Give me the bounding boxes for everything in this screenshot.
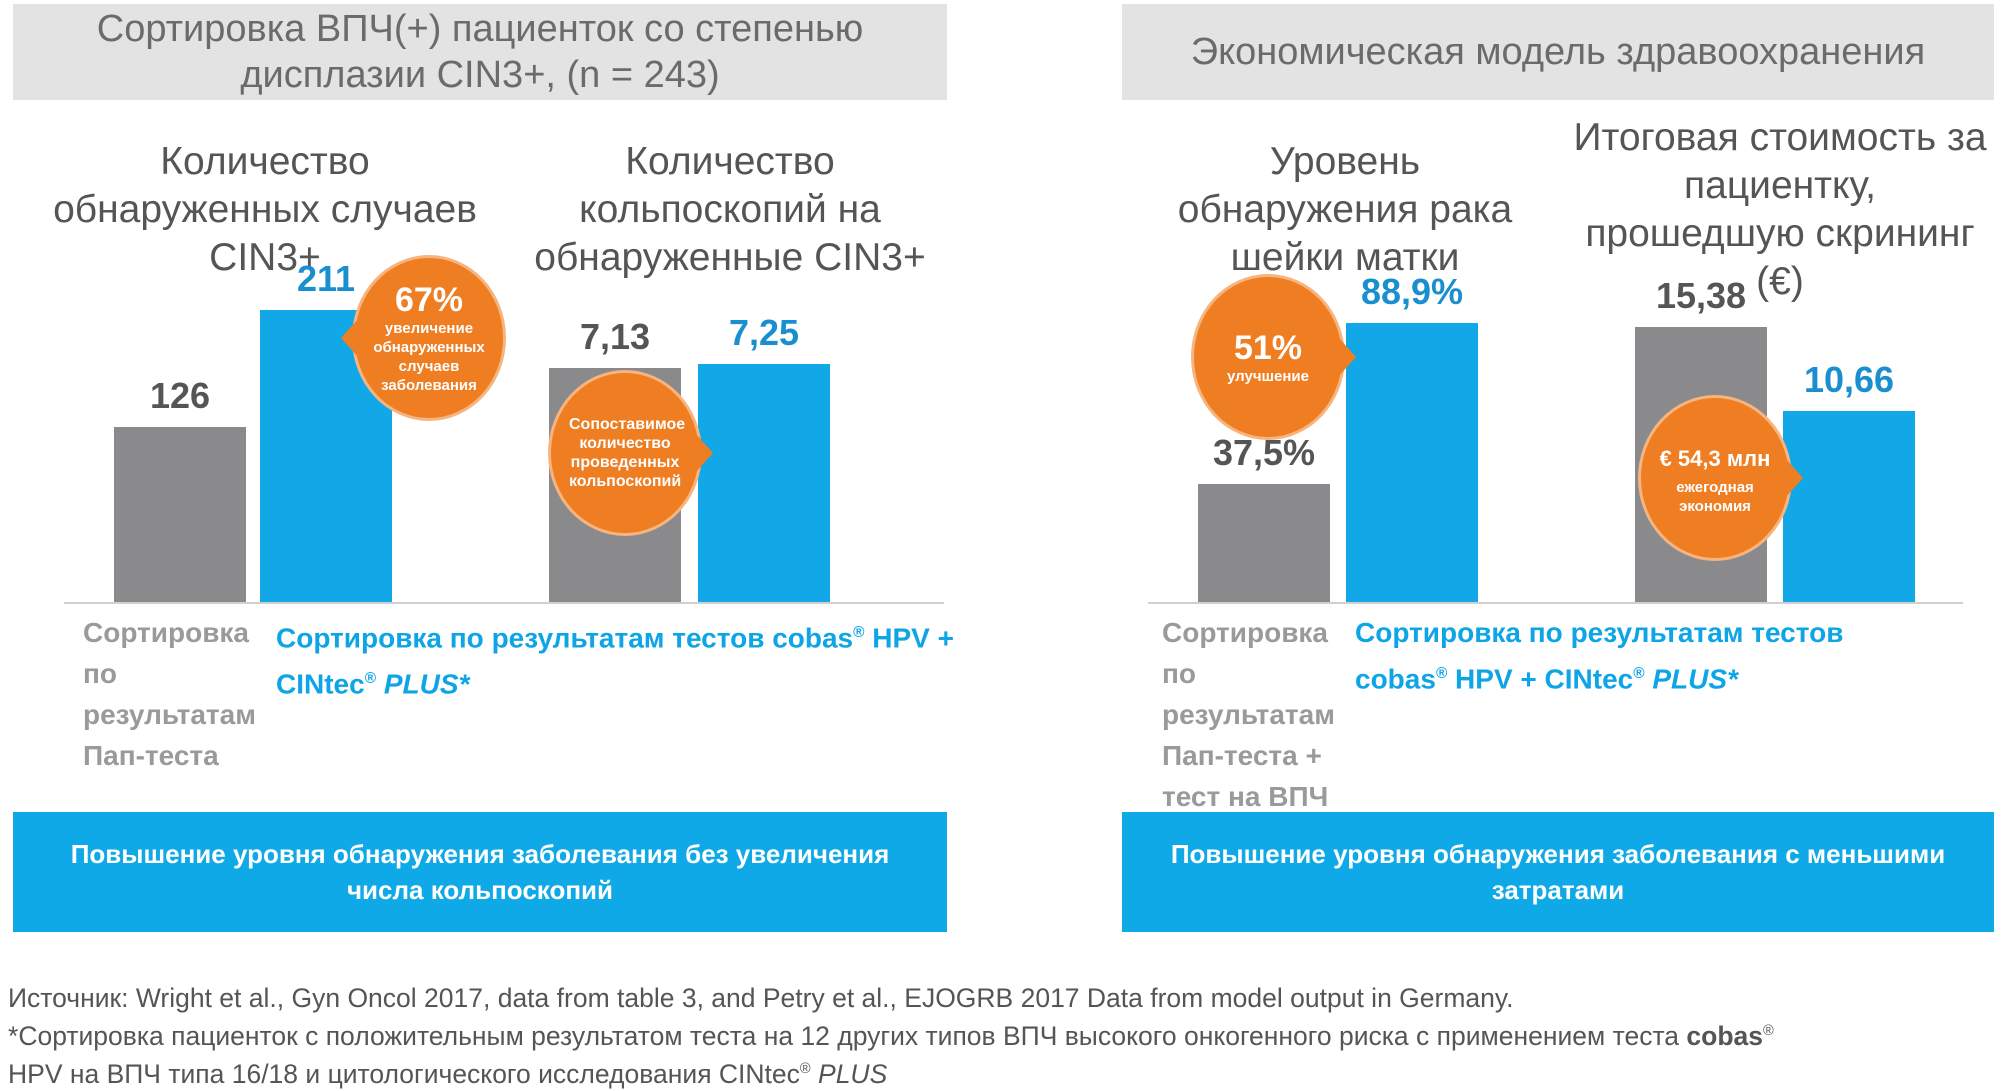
callout-text: увеличение обнаруженных случаев заболева… [373, 320, 485, 394]
pap-bar [1198, 484, 1330, 602]
callout-pointer [1785, 458, 1803, 498]
cobas-bar [1346, 323, 1478, 602]
callout-value: 67% [394, 281, 464, 319]
chart3-title: Уровень обнаружения рака шейки матки [1177, 140, 1513, 279]
right-header: Экономическая модель здравоохранения [1122, 4, 1994, 100]
label-text: HPV + CINtec [1447, 663, 1634, 695]
cobas-bar [698, 364, 830, 602]
label-text: PLUS* [1652, 663, 1738, 695]
callout-pointer [341, 318, 359, 358]
label-text: HPV + CINtec [276, 622, 954, 700]
chart1-title: Количество обнаруженных случаев CIN3+ [53, 140, 477, 279]
callout-text: ежегодная экономия [1676, 479, 1754, 515]
cobas-bar [1783, 411, 1915, 602]
right-conclusion-box: Повышение уровня обнаружения заболевания… [1122, 812, 1994, 932]
footnote-line: *Сортировка пациенток с положительным ре… [8, 1020, 1774, 1051]
left-label-cobas: Сортировка по результатам тестов cobas® … [276, 612, 956, 705]
left-conclusion-box: Повышение уровня обнаружения заболевания… [13, 812, 947, 932]
label-text: PLUS* [383, 668, 470, 700]
callout-pointer [695, 433, 713, 473]
value-label: 88,9% [1360, 271, 1464, 313]
pap-bar [114, 427, 246, 602]
right-baseline [1148, 602, 1963, 604]
callout-bubble: Сопоставимое количество проведенных коль… [551, 373, 699, 533]
value-label: 10,66 [1803, 359, 1895, 401]
callout-value: € 54,3 млн [1659, 446, 1771, 471]
callout-value: 51% [1233, 328, 1303, 367]
value-label: 126 [149, 375, 211, 417]
callout-bubble: € 54,3 млн ежегодная экономия [1641, 398, 1789, 558]
chart4-title: Итоговая стоимость за пациентку, прошедш… [1573, 116, 1987, 303]
callout-bubble: 51% улучшение [1194, 277, 1342, 437]
callout-text: Сопоставимое количество проведенных коль… [569, 416, 686, 490]
label-text: Сортировка по результатам тестов cobas [1355, 617, 1844, 695]
left-baseline [64, 602, 944, 604]
value-label: 7,25 [728, 312, 800, 354]
value-label: 37,5% [1212, 432, 1316, 474]
callout-text: улучшение [1227, 367, 1309, 385]
callout-bubble: 67% увеличение обнаруженных случаев забол… [355, 258, 503, 418]
source-footnote: Источник: Wright et al., Gyn Oncol 2017,… [8, 982, 1998, 1091]
footnote-line: HPV на ВПЧ типа 16/18 и цитологического … [8, 1058, 888, 1089]
left-label-pap: Сортировка по результатам Пап-теста [83, 617, 256, 771]
value-label: 7,13 [579, 315, 651, 357]
label-text: Сортировка по результатам тестов cobas [276, 622, 854, 654]
reg-mark: ® [364, 670, 377, 688]
right-label-cobas: Сортировка по результатам тестов cobas® … [1355, 612, 1895, 699]
footnote-line: Источник: Wright et al., Gyn Oncol 2017,… [8, 983, 1514, 1013]
left-header: Сортировка ВПЧ(+) пациенток со степенью … [13, 4, 947, 100]
value-label: 15,38 [1655, 275, 1747, 317]
value-label: 211 [296, 257, 356, 299]
reg-mark: ® [853, 624, 865, 641]
callout-pointer [1338, 337, 1356, 377]
reg-mark: ® [1435, 665, 1448, 682]
chart2-title: Количество кольпоскопий на обнаруженные … [534, 140, 926, 279]
right-label-pap: Сортировка по результатам Пап-теста + те… [1162, 617, 1335, 812]
reg-mark: ® [1633, 665, 1645, 682]
